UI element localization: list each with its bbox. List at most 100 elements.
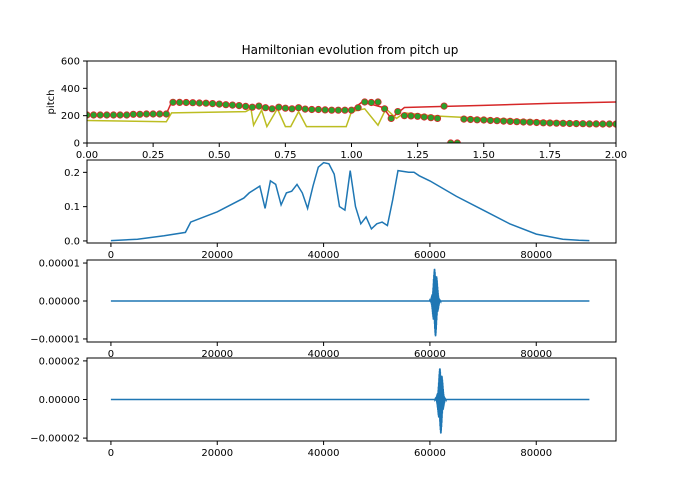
y-tick-label: 0.00000 (39, 297, 80, 308)
x-tick-label: 60000 (414, 448, 446, 459)
y-tick-label: 200 (61, 111, 80, 122)
data-point (447, 139, 455, 143)
data-point (433, 114, 442, 123)
axes-frame-1 (86, 60, 617, 144)
data-point (387, 114, 395, 123)
data-point (123, 111, 131, 119)
data-point (314, 105, 322, 114)
data-point (367, 98, 375, 107)
x-tick-label: 60000 (414, 250, 446, 261)
plot-area-1 (87, 98, 616, 143)
data-point (394, 108, 402, 116)
data-point (374, 98, 382, 106)
data-point (195, 99, 203, 107)
data-point (539, 119, 547, 127)
y-tick-label: 400 (61, 84, 80, 95)
data-point (103, 111, 111, 119)
data-point (242, 102, 250, 111)
x-tick-label: 40000 (308, 448, 340, 459)
subplot-2: 0 20000 40000 60000 80000 0.0 0.1 0.2 (64, 159, 617, 261)
data-point (156, 110, 164, 118)
data-point (334, 106, 342, 114)
x-tick-label: 2.00 (605, 150, 627, 161)
data-point (109, 111, 118, 119)
data-point (605, 120, 614, 128)
subplot-1: 0.00 0.25 0.50 0.75 1.00 1.25 1.50 1.75 2.00 0 200… (61, 57, 627, 162)
x-tick-label: 80000 (520, 349, 552, 360)
x-tick-label: 60000 (414, 349, 446, 360)
data-point (116, 111, 124, 119)
data-point (176, 98, 184, 107)
data-point (90, 111, 98, 119)
series-line-1 (110, 368, 590, 434)
x-tick-label: 80000 (520, 250, 552, 261)
x-tick-label: 0 (108, 448, 114, 459)
data-point (420, 113, 428, 121)
x-tick-label: 1.00 (340, 150, 362, 161)
subplots: 0.00 0.25 0.50 0.75 1.00 1.25 1.50 1.75 2.000200… (30, 57, 627, 460)
data-point (440, 102, 448, 110)
data-point (255, 102, 263, 110)
y-tick-label: 0 (74, 139, 80, 150)
data-point (136, 110, 144, 118)
data-point (209, 100, 217, 108)
data-point (222, 101, 230, 109)
data-point (493, 117, 501, 125)
x-tick-label: 20000 (201, 448, 233, 459)
axes-frame-2 (86, 159, 617, 244)
y-tick-label: 0.2 (64, 168, 80, 179)
y-axis-label-pitch: pitch (46, 90, 57, 115)
data-point (579, 120, 587, 128)
data-point (532, 118, 541, 127)
data-point (380, 105, 389, 113)
data-point (294, 104, 303, 112)
data-point (321, 106, 329, 114)
data-point (513, 118, 521, 126)
data-point (592, 120, 600, 128)
y-tick-label: −0.00002 (30, 434, 80, 445)
y-tick-label: 0.00002 (39, 356, 80, 367)
data-point (308, 105, 316, 114)
series-line-1 (110, 268, 590, 337)
x-tick-label: 0.25 (142, 150, 164, 161)
data-point (572, 120, 580, 128)
y-tick-label: 0.00000 (39, 395, 80, 406)
data-point (361, 98, 369, 106)
x-tick-label: 1.75 (539, 150, 561, 161)
data-point (261, 104, 270, 112)
data-point (526, 118, 534, 126)
x-tick-label: 20000 (201, 250, 233, 261)
x-tick-label: 0 (108, 349, 114, 360)
data-point (275, 103, 283, 111)
x-tick-label: 40000 (308, 250, 340, 261)
data-point (480, 116, 488, 124)
y-tick-label: 0.1 (64, 202, 80, 213)
data-point (413, 112, 422, 120)
data-point (328, 106, 336, 114)
data-point (202, 99, 210, 107)
y-tick-label: −0.00001 (30, 334, 80, 345)
data-point (466, 115, 475, 124)
data-point (400, 112, 408, 120)
data-point (235, 102, 243, 110)
x-tick-label: 0.00 (76, 150, 98, 161)
plot-area-3 (110, 268, 590, 337)
x-tick-label: 20000 (201, 349, 233, 360)
data-point (189, 99, 197, 107)
x-tick-label: 1.25 (406, 150, 428, 161)
data-point (248, 103, 256, 111)
data-point (96, 111, 104, 119)
data-point (149, 110, 157, 118)
data-point (559, 119, 567, 127)
data-point (546, 119, 554, 127)
x-tick-label: 1.50 (473, 150, 495, 161)
y-tick-label: 0.0 (64, 236, 80, 247)
data-point (599, 120, 607, 128)
subplot-3: 0 20000 40000 60000 80000 −0.00001 0.00000 0.00… (30, 259, 617, 360)
y-tick-label: 0.00001 (39, 259, 80, 270)
data-point (347, 106, 356, 114)
data-point (499, 117, 508, 125)
data-point (268, 105, 276, 113)
data-point (407, 112, 415, 120)
y-tick-label: 600 (61, 57, 80, 68)
